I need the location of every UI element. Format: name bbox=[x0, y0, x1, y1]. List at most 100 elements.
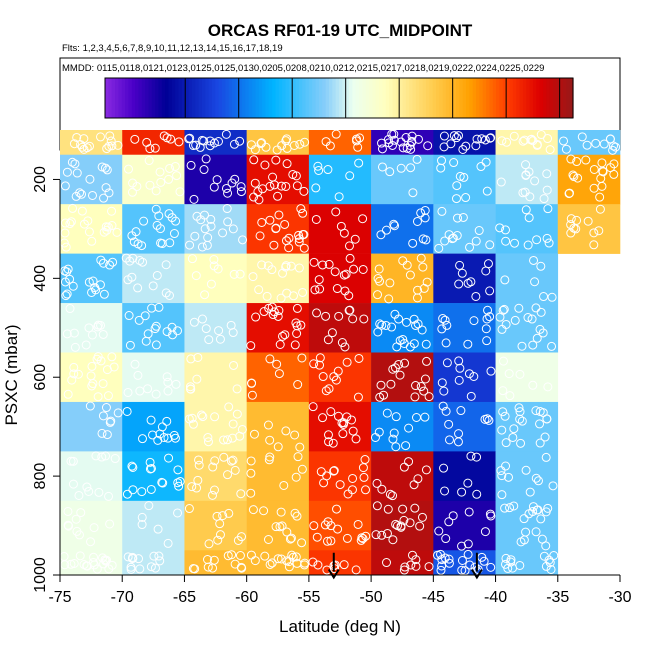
colorbar-segment bbox=[148, 78, 153, 118]
observation-point bbox=[134, 315, 144, 325]
observation-point bbox=[79, 134, 89, 144]
observation-point bbox=[354, 158, 364, 168]
observation-point bbox=[228, 419, 238, 429]
observation-point bbox=[517, 416, 527, 426]
colorbar-segment bbox=[379, 78, 384, 118]
observation-point bbox=[201, 324, 211, 334]
colorbar-segment bbox=[238, 78, 243, 118]
observation-point bbox=[402, 143, 412, 153]
observation-point bbox=[329, 466, 339, 476]
observation-point bbox=[437, 324, 447, 334]
observation-point bbox=[419, 386, 429, 396]
observation-point bbox=[375, 392, 385, 402]
observation-point bbox=[126, 562, 136, 572]
observation-point bbox=[284, 243, 294, 253]
observation-point bbox=[197, 410, 207, 420]
flights-subtitle: Flts: 1,2,3,4,5,6,7,8,9,10,11,12,13,14,1… bbox=[62, 43, 283, 54]
observation-point bbox=[246, 550, 256, 560]
observation-point bbox=[360, 455, 370, 465]
observation-point bbox=[96, 255, 106, 265]
observation-point bbox=[388, 491, 398, 501]
observation-point bbox=[358, 214, 368, 224]
observation-point bbox=[547, 292, 557, 302]
observation-point bbox=[259, 307, 269, 317]
observation-point bbox=[496, 177, 506, 187]
observation-point bbox=[396, 521, 406, 531]
observation-point bbox=[504, 369, 514, 379]
observation-point bbox=[598, 167, 608, 177]
observation-point bbox=[69, 328, 79, 338]
observation-point bbox=[294, 230, 304, 240]
observation-point bbox=[236, 187, 246, 197]
observation-point bbox=[464, 369, 474, 379]
observation-point bbox=[87, 287, 97, 297]
observation-point bbox=[561, 144, 571, 154]
observation-point bbox=[331, 129, 341, 139]
observation-point bbox=[196, 215, 206, 225]
observation-point bbox=[377, 484, 387, 494]
x-tick-label: -75 bbox=[48, 589, 71, 606]
observation-point bbox=[276, 507, 286, 517]
observation-point bbox=[209, 138, 219, 148]
observation-point bbox=[437, 378, 447, 388]
observation-point bbox=[536, 130, 546, 140]
observation-point bbox=[421, 339, 431, 349]
observation-point bbox=[274, 210, 284, 220]
observation-point bbox=[232, 409, 242, 419]
heatmap-cell bbox=[60, 451, 123, 502]
observation-point bbox=[530, 176, 540, 186]
observation-point bbox=[102, 165, 112, 175]
colorbar-segment bbox=[502, 78, 507, 118]
observation-point bbox=[291, 552, 301, 562]
observation-point bbox=[294, 237, 304, 247]
observation-point bbox=[152, 220, 162, 230]
observation-point bbox=[163, 538, 173, 548]
observation-point bbox=[145, 144, 155, 154]
observation-point bbox=[273, 442, 283, 452]
observation-point bbox=[230, 465, 240, 475]
observation-point bbox=[145, 457, 155, 467]
observation-point bbox=[139, 216, 149, 226]
observation-point bbox=[444, 435, 454, 445]
observation-point bbox=[474, 226, 484, 236]
colorbar-segment bbox=[235, 78, 240, 118]
observation-point bbox=[597, 158, 607, 168]
observation-point bbox=[355, 133, 365, 143]
observation-point bbox=[396, 137, 406, 147]
observation-point bbox=[472, 134, 482, 144]
observation-point bbox=[287, 550, 297, 560]
observation-point bbox=[412, 216, 422, 226]
observation-point bbox=[411, 561, 421, 571]
colorbar-segment bbox=[456, 78, 460, 118]
observation-point bbox=[173, 465, 183, 475]
observation-point bbox=[170, 161, 180, 171]
observation-point bbox=[285, 534, 295, 544]
colorbar-segment bbox=[482, 78, 487, 118]
colorbar-segment bbox=[509, 78, 514, 118]
observation-point bbox=[269, 240, 279, 250]
colorbar-segment bbox=[138, 78, 143, 118]
observation-point bbox=[260, 160, 270, 170]
observation-point bbox=[565, 188, 575, 198]
heatmap-cell bbox=[184, 550, 247, 576]
observation-point bbox=[500, 503, 510, 513]
observation-point bbox=[469, 316, 479, 326]
observation-point bbox=[154, 551, 164, 561]
colorbar-segment bbox=[529, 78, 534, 118]
observation-point bbox=[194, 460, 204, 470]
observation-point bbox=[108, 257, 118, 267]
colorbar-segment bbox=[115, 78, 119, 118]
heatmap-cell bbox=[557, 204, 621, 254]
observation-point bbox=[486, 562, 496, 572]
observation-point bbox=[164, 209, 174, 219]
observation-point bbox=[521, 205, 531, 215]
observation-point bbox=[164, 174, 174, 184]
observation-point bbox=[98, 411, 108, 421]
observation-point bbox=[295, 442, 305, 452]
observation-point bbox=[278, 331, 288, 341]
y-tick-label: 800 bbox=[32, 463, 49, 490]
observation-point bbox=[123, 387, 133, 397]
x-tick-label: -40 bbox=[484, 589, 507, 606]
observation-point bbox=[186, 384, 196, 394]
observation-point bbox=[63, 506, 73, 516]
